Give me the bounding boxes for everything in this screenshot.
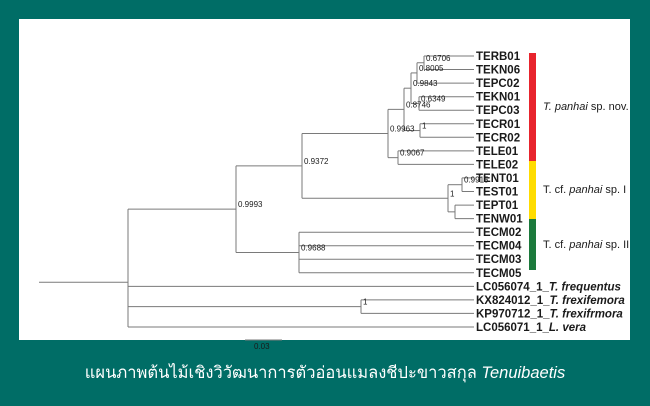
svg-text:TELE02: TELE02 bbox=[476, 159, 518, 171]
svg-text:TEPC03: TEPC03 bbox=[476, 105, 519, 117]
svg-text:TEKN06: TEKN06 bbox=[476, 65, 520, 77]
svg-text:0.9993: 0.9993 bbox=[238, 200, 263, 209]
svg-text:TECR01: TECR01 bbox=[476, 119, 521, 131]
svg-text:T. panhai sp. nov.: T. panhai sp. nov. bbox=[543, 101, 629, 113]
svg-text:TENT01: TENT01 bbox=[476, 173, 519, 185]
svg-text:KX824012_1_T. frexifemora: KX824012_1_T. frexifemora bbox=[476, 295, 625, 307]
svg-text:T. cf. panhai sp. II: T. cf. panhai sp. II bbox=[543, 239, 629, 251]
svg-text:0.9688: 0.9688 bbox=[301, 243, 326, 252]
svg-text:TECR02: TECR02 bbox=[476, 132, 520, 144]
svg-text:TEPT01: TEPT01 bbox=[476, 200, 519, 212]
svg-text:LC056071_1_L. vera: LC056071_1_L. vera bbox=[476, 322, 587, 334]
svg-text:TEPC02: TEPC02 bbox=[476, 78, 519, 90]
svg-text:LC056074_1_T. frequentus: LC056074_1_T. frequentus bbox=[476, 281, 621, 293]
svg-text:1: 1 bbox=[363, 298, 368, 307]
svg-text:KP970712_1_T. frexifrmora: KP970712_1_T. frexifrmora bbox=[476, 308, 623, 320]
svg-text:1: 1 bbox=[450, 189, 455, 198]
svg-text:TECM02: TECM02 bbox=[476, 227, 521, 239]
svg-text:0.8746: 0.8746 bbox=[406, 100, 431, 109]
svg-text:0.9963: 0.9963 bbox=[390, 125, 415, 134]
svg-text:0.9843: 0.9843 bbox=[413, 79, 438, 88]
svg-text:TECM05: TECM05 bbox=[476, 268, 522, 280]
svg-text:1: 1 bbox=[422, 122, 427, 131]
svg-text:TECM03: TECM03 bbox=[476, 254, 521, 266]
svg-text:TENW01: TENW01 bbox=[476, 214, 523, 226]
svg-text:TEKN01: TEKN01 bbox=[476, 92, 521, 104]
svg-text:TEST01: TEST01 bbox=[476, 187, 519, 199]
svg-text:0.9067: 0.9067 bbox=[400, 149, 425, 158]
svg-text:0.9372: 0.9372 bbox=[304, 157, 329, 166]
svg-text:0.6706: 0.6706 bbox=[426, 54, 451, 63]
svg-text:TELE01: TELE01 bbox=[476, 146, 519, 158]
svg-text:TERB01: TERB01 bbox=[476, 51, 521, 63]
svg-text:T. cf. panhai sp. I: T. cf. panhai sp. I bbox=[543, 184, 626, 196]
svg-text:0.8005: 0.8005 bbox=[419, 64, 444, 73]
svg-text:TECM04: TECM04 bbox=[476, 241, 522, 253]
